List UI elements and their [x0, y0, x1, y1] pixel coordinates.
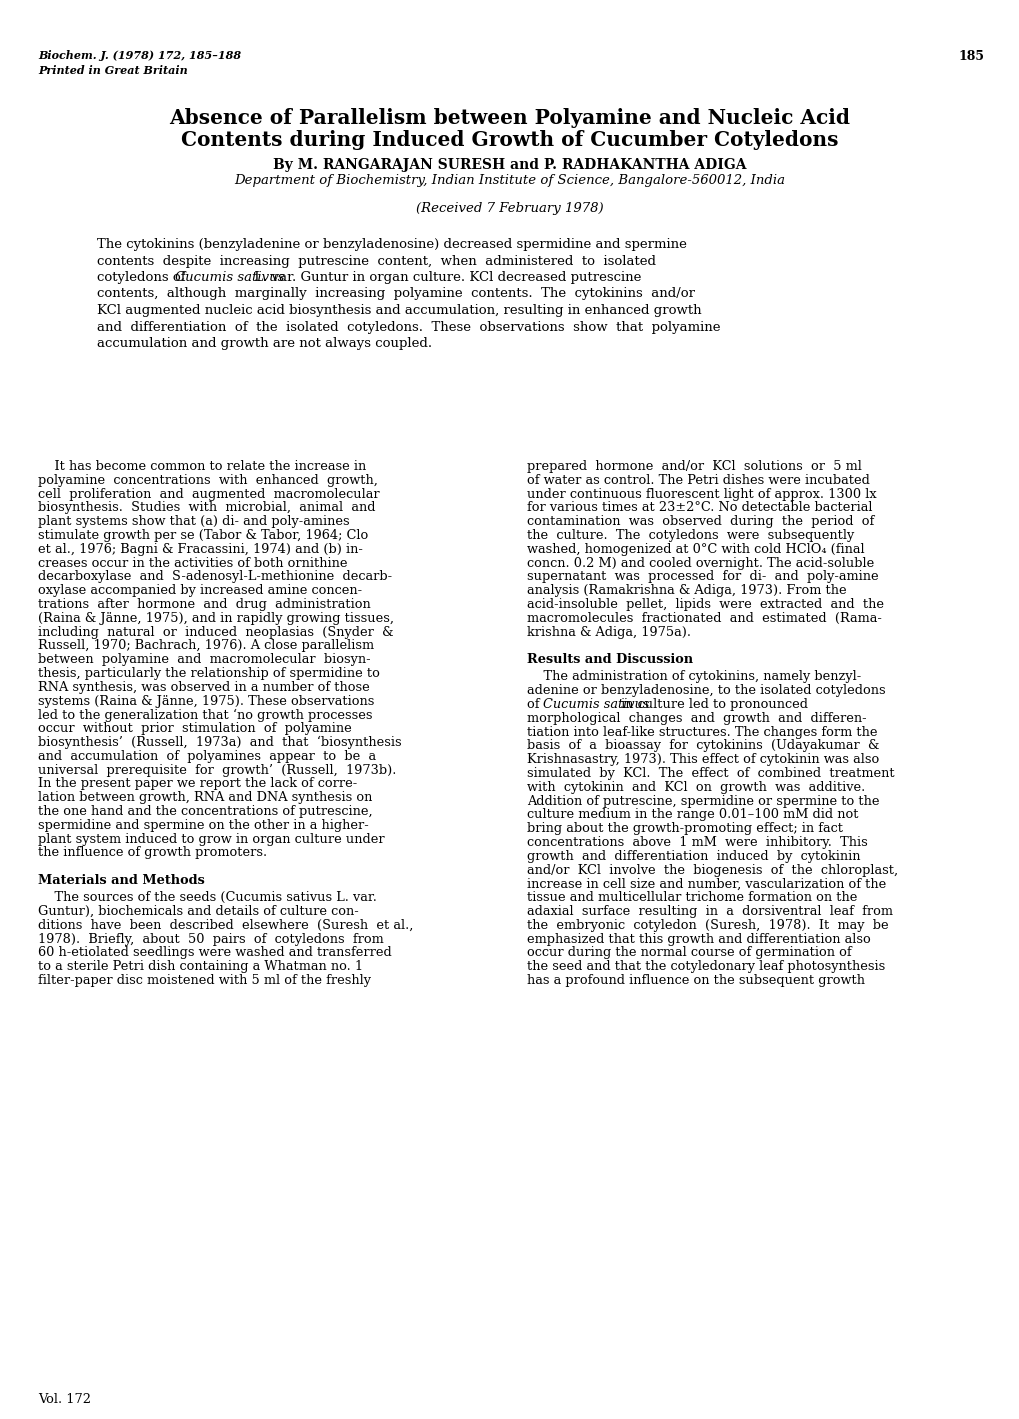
Text: Cucumis sativus: Cucumis sativus — [174, 271, 284, 284]
Text: of: of — [527, 698, 543, 711]
Text: concentrations  above  1 mM  were  inhibitory.  This: concentrations above 1 mM were inhibitor… — [527, 836, 867, 849]
Text: systems (Raina & Jänne, 1975). These observations: systems (Raina & Jänne, 1975). These obs… — [38, 694, 374, 708]
Text: contents,  although  marginally  increasing  polyamine  contents.  The  cytokini: contents, although marginally increasing… — [97, 288, 694, 301]
Text: oxylase accompanied by increased amine concen-: oxylase accompanied by increased amine c… — [38, 585, 362, 597]
Text: including  natural  or  induced  neoplasias  (Snyder  &: including natural or induced neoplasias … — [38, 626, 393, 639]
Text: stimulate growth per se (Tabor & Tabor, 1964; Clo: stimulate growth per se (Tabor & Tabor, … — [38, 529, 368, 542]
Text: Department of Biochemistry, Indian Institute of Science, Bangalore-560012, India: Department of Biochemistry, Indian Insti… — [234, 175, 785, 187]
Text: biosynthesis’  (Russell,  1973a)  and  that  ‘biosynthesis: biosynthesis’ (Russell, 1973a) and that … — [38, 736, 401, 749]
Text: analysis (Ramakrishna & Adiga, 1973). From the: analysis (Ramakrishna & Adiga, 1973). Fr… — [527, 585, 846, 597]
Text: plant system induced to grow in organ culture under: plant system induced to grow in organ cu… — [38, 833, 384, 846]
Text: decarboxylase  and  S-adenosyl-L-methionine  decarb-: decarboxylase and S-adenosyl-L-methionin… — [38, 570, 391, 583]
Text: Contents during Induced Growth of Cucumber Cotyledons: Contents during Induced Growth of Cucumb… — [181, 131, 838, 150]
Text: filter-paper disc moistened with 5 ml of the freshly: filter-paper disc moistened with 5 ml of… — [38, 973, 371, 988]
Text: krishna & Adiga, 1975a).: krishna & Adiga, 1975a). — [527, 626, 690, 639]
Text: creases occur in the activities of both ornithine: creases occur in the activities of both … — [38, 556, 347, 569]
Text: The administration of cytokinins, namely benzyl-: The administration of cytokinins, namely… — [527, 670, 860, 684]
Text: in culture led to pronounced: in culture led to pronounced — [615, 698, 807, 711]
Text: bring about the growth-promoting effect; in fact: bring about the growth-promoting effect;… — [527, 822, 842, 836]
Text: the influence of growth promoters.: the influence of growth promoters. — [38, 846, 267, 860]
Text: occur during the normal course of germination of: occur during the normal course of germin… — [527, 946, 851, 959]
Text: simulated  by  KCl.  The  effect  of  combined  treatment: simulated by KCl. The effect of combined… — [527, 768, 894, 780]
Text: Biochem. J. (1978) 172, 185–188: Biochem. J. (1978) 172, 185–188 — [38, 50, 240, 61]
Text: Materials and Methods: Materials and Methods — [38, 874, 205, 887]
Text: acid-insoluble  pellet,  lipids  were  extracted  and  the: acid-insoluble pellet, lipids were extra… — [527, 597, 883, 612]
Text: prepared  hormone  and/or  KCl  solutions  or  5 ml: prepared hormone and/or KCl solutions or… — [527, 460, 861, 473]
Text: The sources of the seeds (Cucumis sativus L. var.: The sources of the seeds (Cucumis sativu… — [38, 891, 376, 904]
Text: adenine or benzyladenosine, to the isolated cotyledons: adenine or benzyladenosine, to the isola… — [527, 684, 884, 697]
Text: spermidine and spermine on the other in a higher-: spermidine and spermine on the other in … — [38, 819, 369, 832]
Text: emphasized that this growth and differentiation also: emphasized that this growth and differen… — [527, 932, 870, 945]
Text: biosynthesis.  Studies  with  microbial,  animal  and: biosynthesis. Studies with microbial, an… — [38, 501, 375, 515]
Text: Cucumis sativus: Cucumis sativus — [542, 698, 649, 711]
Text: By M. RANGARAJAN SURESH and P. RADHAKANTHA ADIGA: By M. RANGARAJAN SURESH and P. RADHAKANT… — [273, 158, 746, 172]
Text: adaxial  surface  resulting  in  a  dorsiventral  leaf  from: adaxial surface resulting in a dorsivent… — [527, 905, 892, 918]
Text: Printed in Great Britain: Printed in Great Britain — [38, 65, 187, 77]
Text: polyamine  concentrations  with  enhanced  growth,: polyamine concentrations with enhanced g… — [38, 474, 377, 487]
Text: contents  despite  increasing  putrescine  content,  when  administered  to  iso: contents despite increasing putrescine c… — [97, 254, 655, 268]
Text: 185: 185 — [958, 50, 984, 62]
Text: trations  after  hormone  and  drug  administration: trations after hormone and drug administ… — [38, 597, 370, 612]
Text: the one hand and the concentrations of putrescine,: the one hand and the concentrations of p… — [38, 805, 372, 817]
Text: between  polyamine  and  macromolecular  biosyn-: between polyamine and macromolecular bio… — [38, 653, 370, 666]
Text: Krishnasastry, 1973). This effect of cytokinin was also: Krishnasastry, 1973). This effect of cyt… — [527, 753, 878, 766]
Text: contamination  was  observed  during  the  period  of: contamination was observed during the pe… — [527, 515, 873, 528]
Text: Results and Discussion: Results and Discussion — [527, 653, 693, 667]
Text: tissue and multicellular trichome formation on the: tissue and multicellular trichome format… — [527, 891, 857, 904]
Text: The cytokinins (benzyladenine or benzyladenosine) decreased spermidine and sperm: The cytokinins (benzyladenine or benzyla… — [97, 238, 686, 251]
Text: (Raina & Jänne, 1975), and in rapidly growing tissues,: (Raina & Jänne, 1975), and in rapidly gr… — [38, 612, 393, 624]
Text: Addition of putrescine, spermidine or spermine to the: Addition of putrescine, spermidine or sp… — [527, 795, 878, 807]
Text: universal  prerequisite  for  growth’  (Russell,  1973b).: universal prerequisite for growth’ (Russ… — [38, 763, 396, 776]
Text: and/or  KCl  involve  the  biogenesis  of  the  chloroplast,: and/or KCl involve the biogenesis of the… — [527, 864, 898, 877]
Text: has a profound influence on the subsequent growth: has a profound influence on the subseque… — [527, 973, 864, 988]
Text: macromolecules  fractionated  and  estimated  (Rama-: macromolecules fractionated and estimate… — [527, 612, 881, 624]
Text: cotyledons of: cotyledons of — [97, 271, 190, 284]
Text: cell  proliferation  and  augmented  macromolecular: cell proliferation and augmented macromo… — [38, 488, 379, 501]
Text: lation between growth, RNA and DNA synthesis on: lation between growth, RNA and DNA synth… — [38, 792, 372, 805]
Text: washed, homogenized at 0°C with cold HClO₄ (final: washed, homogenized at 0°C with cold HCl… — [527, 543, 864, 556]
Text: under continuous fluorescent light of approx. 1300 lx: under continuous fluorescent light of ap… — [527, 488, 875, 501]
Text: supernatant  was  processed  for  di-  and  poly-amine: supernatant was processed for di- and po… — [527, 570, 877, 583]
Text: the seed and that the cotyledonary leaf photosynthesis: the seed and that the cotyledonary leaf … — [527, 961, 884, 973]
Text: and  accumulation  of  polyamines  appear  to  be  a: and accumulation of polyamines appear to… — [38, 749, 376, 763]
Text: thesis, particularly the relationship of spermidine to: thesis, particularly the relationship of… — [38, 667, 379, 680]
Text: (Received 7 February 1978): (Received 7 February 1978) — [416, 201, 603, 216]
Text: increase in cell size and number, vascularization of the: increase in cell size and number, vascul… — [527, 877, 886, 890]
Text: 60 h-etiolated seedlings were washed and transferred: 60 h-etiolated seedlings were washed and… — [38, 946, 391, 959]
Text: with  cytokinin  and  KCl  on  growth  was  additive.: with cytokinin and KCl on growth was add… — [527, 780, 864, 793]
Text: Guntur), biochemicals and details of culture con-: Guntur), biochemicals and details of cul… — [38, 905, 359, 918]
Text: Absence of Parallelism between Polyamine and Nucleic Acid: Absence of Parallelism between Polyamine… — [169, 108, 850, 128]
Text: RNA synthesis, was observed in a number of those: RNA synthesis, was observed in a number … — [38, 681, 370, 694]
Text: In the present paper we report the lack of corre-: In the present paper we report the lack … — [38, 778, 357, 790]
Text: et al., 1976; Bagni & Fracassini, 1974) and (b) in-: et al., 1976; Bagni & Fracassini, 1974) … — [38, 543, 363, 556]
Text: Russell, 1970; Bachrach, 1976). A close parallelism: Russell, 1970; Bachrach, 1976). A close … — [38, 640, 374, 653]
Text: occur  without  prior  stimulation  of  polyamine: occur without prior stimulation of polya… — [38, 722, 352, 735]
Text: concn. 0.2 M) and cooled overnight. The acid-soluble: concn. 0.2 M) and cooled overnight. The … — [527, 556, 873, 569]
Text: Vol. 172: Vol. 172 — [38, 1393, 91, 1406]
Text: the  embryonic  cotyledon  (Suresh,  1978).  It  may  be: the embryonic cotyledon (Suresh, 1978). … — [527, 918, 888, 932]
Text: the  culture.  The  cotyledons  were  subsequently: the culture. The cotyledons were subsequ… — [527, 529, 854, 542]
Text: tiation into leaf-like structures. The changes form the: tiation into leaf-like structures. The c… — [527, 725, 876, 739]
Text: L. var. Guntur in organ culture. KCl decreased putrescine: L. var. Guntur in organ culture. KCl dec… — [250, 271, 641, 284]
Text: culture medium in the range 0.01–100 mM did not: culture medium in the range 0.01–100 mM … — [527, 809, 858, 822]
Text: for various times at 23±2°C. No detectable bacterial: for various times at 23±2°C. No detectab… — [527, 501, 871, 515]
Text: KCl augmented nucleic acid biosynthesis and accumulation, resulting in enhanced : KCl augmented nucleic acid biosynthesis … — [97, 304, 701, 316]
Text: growth  and  differentiation  induced  by  cytokinin: growth and differentiation induced by cy… — [527, 850, 860, 863]
Text: morphological  changes  and  growth  and  differen-: morphological changes and growth and dif… — [527, 712, 866, 725]
Text: basis  of  a  bioassay  for  cytokinins  (Udayakumar  &: basis of a bioassay for cytokinins (Uday… — [527, 739, 878, 752]
Text: plant systems show that (a) di- and poly-amines: plant systems show that (a) di- and poly… — [38, 515, 350, 528]
Text: ditions  have  been  described  elsewhere  (Suresh  et al.,: ditions have been described elsewhere (S… — [38, 918, 413, 932]
Text: and  differentiation  of  the  isolated  cotyledons.  These  observations  show : and differentiation of the isolated coty… — [97, 321, 719, 333]
Text: of water as control. The Petri dishes were incubated: of water as control. The Petri dishes we… — [527, 474, 869, 487]
Text: led to the generalization that ‘no growth processes: led to the generalization that ‘no growt… — [38, 708, 372, 722]
Text: It has become common to relate the increase in: It has become common to relate the incre… — [38, 460, 366, 473]
Text: to a sterile Petri dish containing a Whatman no. 1: to a sterile Petri dish containing a Wha… — [38, 961, 363, 973]
Text: accumulation and growth are not always coupled.: accumulation and growth are not always c… — [97, 336, 432, 350]
Text: 1978).  Briefly,  about  50  pairs  of  cotyledons  from: 1978). Briefly, about 50 pairs of cotyle… — [38, 932, 383, 945]
